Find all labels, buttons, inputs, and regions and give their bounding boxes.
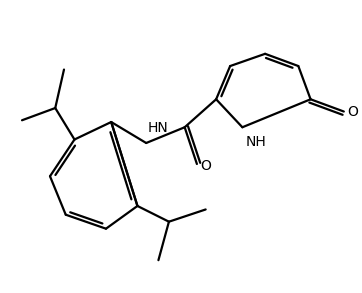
Text: O: O [347, 105, 358, 119]
Text: HN: HN [148, 121, 169, 135]
Text: O: O [201, 159, 211, 173]
Text: NH: NH [246, 135, 267, 149]
